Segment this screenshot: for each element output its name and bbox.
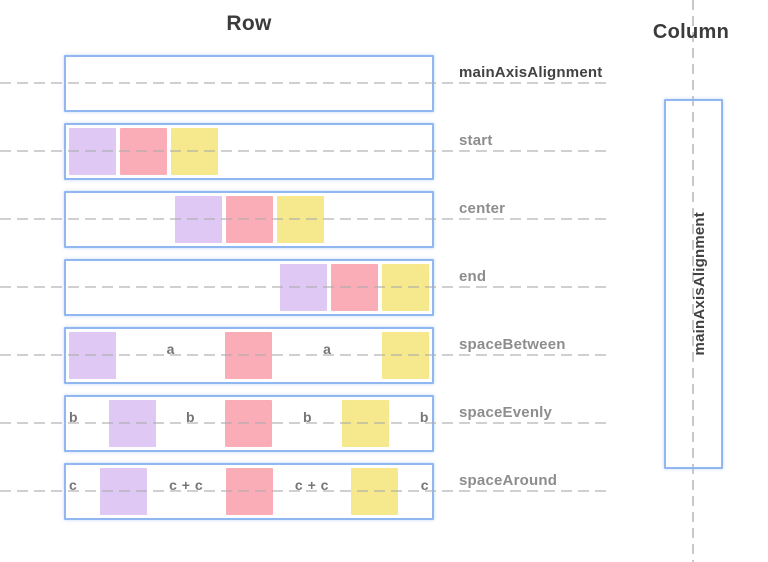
row-label-start: start — [459, 132, 493, 149]
row-box-spaceAround: c c + c c + c c — [64, 463, 434, 520]
yellow-square — [351, 468, 399, 515]
gap-letter: b — [69, 408, 79, 425]
gap-letter: b — [302, 408, 312, 425]
gap-letter: c + c — [169, 476, 204, 493]
gap-letter: a — [166, 340, 175, 357]
row-label-mainAxisAlignment: mainAxisAlignment — [459, 64, 603, 81]
gap-letter: c + c — [294, 476, 329, 493]
pink-square — [225, 332, 273, 379]
row-label-spaceAround: spaceAround — [459, 472, 558, 489]
yellow-square — [342, 400, 390, 447]
row-box-start — [64, 123, 434, 180]
pink-square — [225, 468, 273, 515]
yellow-square — [382, 264, 429, 311]
gap-letter: b — [419, 408, 429, 425]
purple-square — [69, 332, 116, 379]
row-label-end: end — [459, 268, 487, 285]
yellow-square — [171, 128, 218, 175]
row-box-mainAxisAlignment — [64, 55, 434, 112]
purple-square — [280, 264, 327, 311]
pink-square — [331, 264, 378, 311]
gap-letter: c — [69, 476, 78, 493]
purple-square — [108, 400, 156, 447]
column-main-axis-label: mainAxisAlignment — [691, 212, 708, 356]
column-axis-guide-line — [692, 0, 694, 562]
row-box-center — [64, 191, 434, 248]
row-label-spaceBetween: spaceBetween — [459, 336, 566, 353]
pink-square — [225, 400, 273, 447]
yellow-square — [276, 196, 324, 243]
row-label-spaceEvenly: spaceEvenly — [459, 404, 553, 421]
purple-square — [174, 196, 222, 243]
row-box-end — [64, 259, 434, 316]
column-box: mainAxisAlignment — [664, 99, 723, 469]
purple-square — [69, 128, 116, 175]
row-section-title: Row — [226, 12, 272, 35]
gap-letter: c — [420, 476, 429, 493]
row-label-center: center — [459, 200, 506, 217]
pink-square — [225, 196, 273, 243]
pink-square — [120, 128, 167, 175]
yellow-square — [381, 332, 429, 379]
gap-letter: b — [185, 408, 196, 425]
purple-square — [99, 468, 147, 515]
gap-letter: a — [323, 340, 332, 357]
column-section-title: Column — [652, 21, 730, 43]
